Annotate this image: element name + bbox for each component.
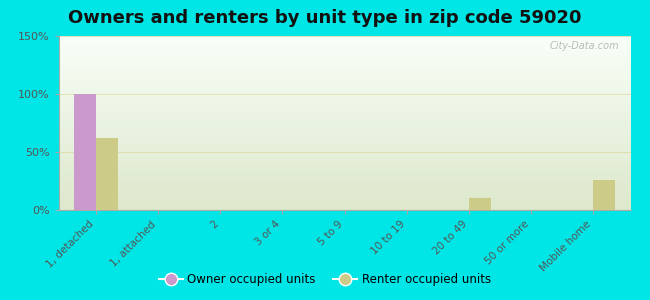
Bar	[74, 94, 96, 210]
Text: Owners and renters by unit type in zip code 59020: Owners and renters by unit type in zip c…	[68, 9, 582, 27]
Legend: Owner occupied units, Renter occupied units: Owner occupied units, Renter occupied un…	[154, 269, 496, 291]
Bar	[96, 138, 118, 210]
Bar	[593, 180, 615, 210]
Bar	[469, 198, 491, 210]
Text: City-Data.com: City-Data.com	[549, 41, 619, 51]
